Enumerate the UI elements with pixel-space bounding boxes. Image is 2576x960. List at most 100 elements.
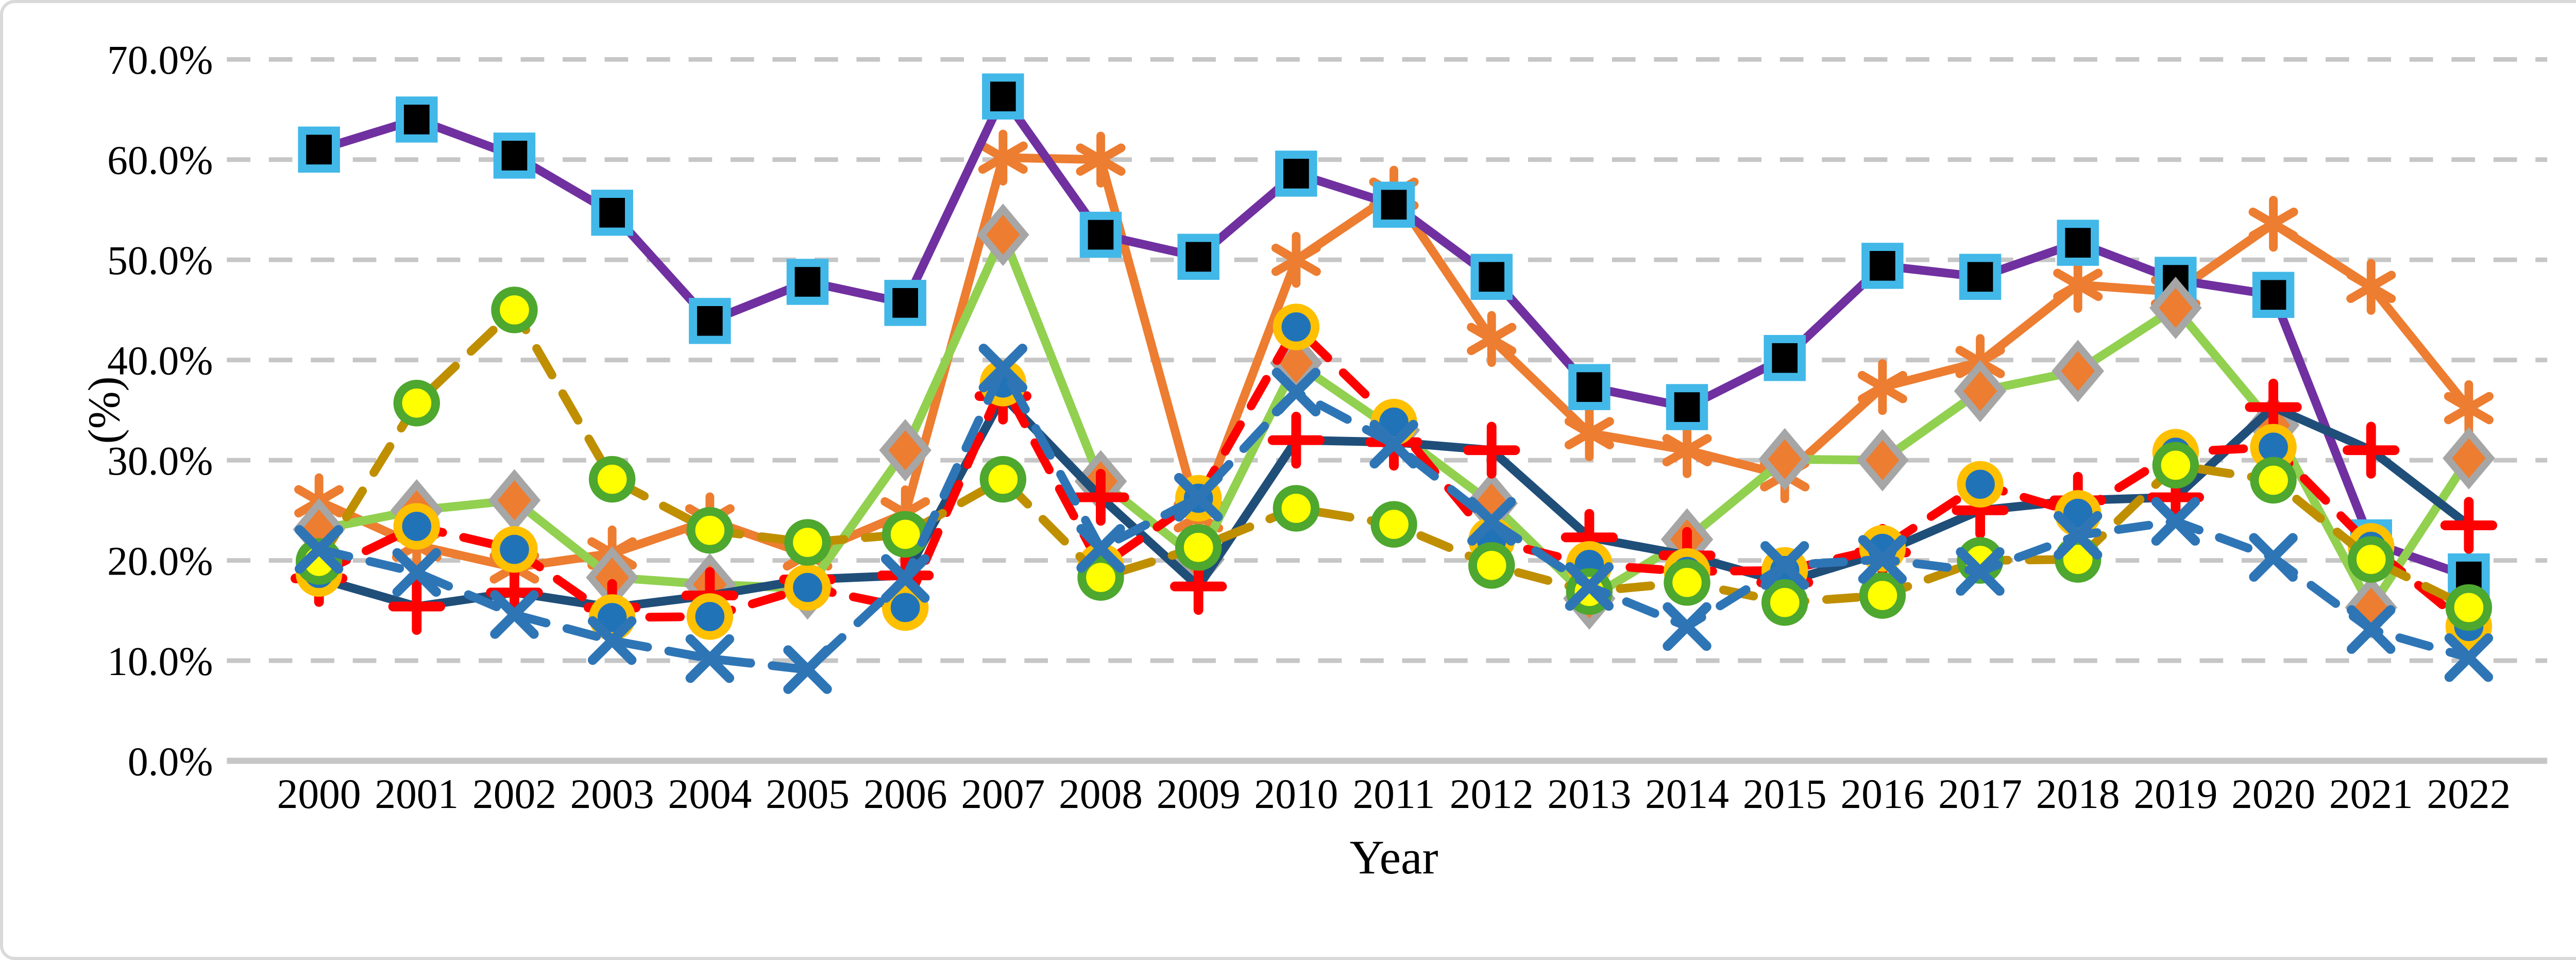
marker-diamond <box>1758 428 1811 491</box>
marker-x <box>1369 419 1418 469</box>
marker-x <box>2151 497 2200 546</box>
marker-asterisk <box>2444 392 2494 425</box>
x-tick-label: 2004 <box>668 770 752 817</box>
x-tick-label: 2011 <box>1353 770 1435 817</box>
series-ANZ <box>294 344 2494 694</box>
y-tick-label: 40.0% <box>107 338 213 383</box>
marker-x <box>1760 541 1809 590</box>
marker-square <box>1177 233 1219 280</box>
marker-x <box>880 554 930 603</box>
marker-x <box>2054 511 2103 560</box>
marker-asterisk <box>1564 417 1614 449</box>
marker-x <box>2249 533 2298 582</box>
x-tick-label: 2002 <box>472 770 556 817</box>
x-tick-label: 2010 <box>1254 770 1338 817</box>
marker-square <box>1275 150 1317 197</box>
y-tick-label: 20.0% <box>107 538 213 584</box>
x-tick-label: 2020 <box>2231 770 2315 817</box>
y-tick-label: 70.0% <box>107 38 213 83</box>
x-tick-label: 2003 <box>570 770 654 817</box>
x-tick-label: 2015 <box>1743 770 1827 817</box>
x-tick-label: 2019 <box>2133 770 2217 817</box>
x-tick-label: 2000 <box>277 770 361 817</box>
marker-square <box>786 259 829 305</box>
marker-x <box>490 590 539 639</box>
marker-circle <box>393 503 440 550</box>
marker-square <box>1666 384 1708 430</box>
marker-circle <box>2445 584 2493 631</box>
marker-x <box>1663 602 1711 651</box>
marker-asterisk <box>2346 271 2396 303</box>
marker-circle <box>393 380 440 427</box>
line-chart: 0.0% 10.0% 20.0% 30.0% 40.0% 50.0% 60.0% 70.0% 2… <box>79 38 2548 884</box>
x-tick-label: 2016 <box>1840 770 1924 817</box>
marker-square <box>1372 181 1415 228</box>
marker-asterisk <box>1857 370 1907 403</box>
marker-asterisk <box>1467 323 1517 356</box>
x-tick-label: 2005 <box>766 770 850 817</box>
marker-x <box>1174 473 1223 522</box>
marker-circle <box>491 287 538 333</box>
marker-x <box>2444 633 2494 682</box>
marker-x <box>1565 562 1614 611</box>
y-tick-label: 50.0% <box>107 238 213 283</box>
marker-square <box>298 126 340 173</box>
marker-diamond <box>2149 277 2202 340</box>
marker-diamond <box>879 419 931 482</box>
marker-circle <box>882 584 929 631</box>
marker-x <box>783 645 832 694</box>
x-tick-label: 2021 <box>2329 770 2413 817</box>
marker-x <box>685 634 735 683</box>
y-tick-label: 0.0% <box>128 739 213 784</box>
marker-circle <box>1273 304 1320 350</box>
marker-circle <box>1468 542 1515 589</box>
marker-square <box>1568 364 1611 410</box>
marker-asterisk <box>2248 207 2298 240</box>
marker-circle <box>491 526 538 573</box>
x-tick-label: 2014 <box>1645 770 1729 817</box>
marker-circle <box>1664 559 1710 606</box>
marker-circle <box>2250 457 2297 504</box>
marker-square <box>396 96 438 143</box>
x-tick-label: 2018 <box>2036 770 2120 817</box>
marker-square <box>689 298 731 344</box>
marker-square <box>2252 272 2295 318</box>
x-tick-label: 2009 <box>1157 770 1241 817</box>
x-tick-label: 2012 <box>1450 770 1534 817</box>
marker-square <box>493 132 536 179</box>
marker-circle <box>784 519 831 566</box>
marker-circle <box>1761 579 1808 626</box>
marker-x <box>2347 605 2396 654</box>
marker-x <box>392 548 442 597</box>
marker-circle <box>882 511 929 558</box>
x-tick-label: 2013 <box>1547 770 1631 817</box>
marker-circle <box>1077 554 1124 601</box>
marker-diamond <box>488 469 541 532</box>
y-tick-label: 60.0% <box>107 138 213 183</box>
marker-diamond <box>1856 429 1909 492</box>
marker-diamond <box>2443 427 2495 490</box>
marker-x <box>1272 367 1321 417</box>
marker-asterisk <box>1662 434 1712 466</box>
x-tick-label: 2007 <box>961 770 1045 817</box>
marker-circle <box>2152 442 2199 489</box>
marker-x <box>294 525 344 574</box>
y-tick-label: 10.0% <box>107 639 213 684</box>
marker-square <box>2057 220 2099 266</box>
marker-diamond <box>977 204 1029 266</box>
marker-x <box>1467 497 1516 546</box>
marker-circle <box>1175 524 1222 571</box>
marker-square <box>982 73 1024 120</box>
marker-square <box>1470 254 1513 300</box>
marker-circle <box>784 564 831 611</box>
x-tick-label: 2001 <box>375 770 459 817</box>
marker-asterisk <box>1076 143 1126 176</box>
x-tick-label: 2017 <box>1938 770 2022 817</box>
marker-x <box>978 344 1028 393</box>
marker-asterisk <box>1271 243 1321 276</box>
x-tick-label: 2008 <box>1059 770 1143 817</box>
marker-diamond <box>1954 360 2007 423</box>
marker-circle <box>1273 485 1320 532</box>
marker-square <box>1959 254 2002 300</box>
